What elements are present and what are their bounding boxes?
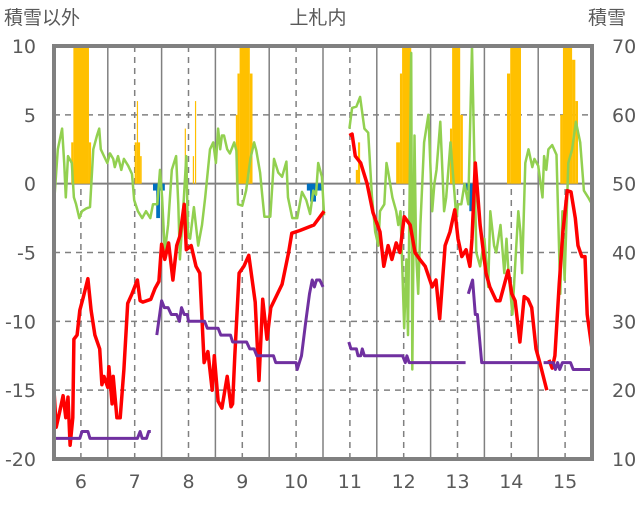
orange-bar	[506, 73, 511, 184]
orange-bar	[140, 156, 142, 184]
purple-series-line	[466, 278, 540, 365]
orange-bar	[402, 46, 412, 184]
purple-series-line	[155, 278, 325, 371]
red-series-line	[547, 188, 594, 370]
x-axis-ticks: 6 7 8 9 10 11 12 13 14 15	[75, 471, 577, 493]
orange-bar	[396, 142, 400, 184]
right-tick-label: 70	[612, 36, 636, 58]
x-tick-label: 7	[129, 471, 141, 493]
x-tick-label: 11	[338, 471, 362, 493]
orange-bar	[575, 101, 579, 184]
orange-bar	[572, 59, 576, 184]
red-series-line	[52, 202, 326, 447]
right-tick-label: 50	[612, 174, 636, 196]
left-tick-label: -5	[17, 243, 36, 265]
right-axis-title: 積雪	[588, 7, 626, 29]
x-tick-label: 13	[445, 471, 469, 493]
orange-bar	[452, 46, 461, 184]
series-lines	[52, 44, 594, 447]
right-tick-label: 20	[612, 380, 636, 402]
orange-bar	[355, 169, 358, 184]
plot-frame	[52, 44, 594, 461]
orange-bar	[510, 46, 521, 184]
x-tick-label: 9	[236, 471, 248, 493]
orange-bar	[562, 46, 573, 184]
left-tick-label: 5	[24, 105, 36, 127]
left-tick-label: 0	[24, 174, 36, 196]
orange-bar	[134, 142, 137, 184]
right-tick-label: 30	[612, 311, 636, 333]
purple-series-line	[347, 341, 466, 365]
bars	[71, 46, 579, 219]
blue-bar	[469, 183, 474, 212]
orange-bar	[560, 114, 563, 184]
left-axis-title: 積雪以外	[4, 7, 80, 29]
purple-series-line	[543, 361, 592, 371]
orange-bar	[460, 114, 463, 184]
orange-bar	[73, 46, 89, 184]
orange-bar	[237, 73, 240, 184]
orange-bar	[249, 73, 253, 184]
orange-bar	[88, 142, 92, 184]
left-tick-label: -15	[5, 380, 36, 402]
orange-bar	[192, 156, 195, 184]
left-tick-label: 10	[12, 36, 36, 58]
x-tick-label: 6	[75, 471, 87, 493]
x-tick-label: 14	[499, 471, 523, 493]
right-axis-ticks: 70 60 50 40 30 20 10	[612, 36, 636, 471]
x-tick-label: 10	[284, 471, 308, 493]
chart-title: 上札内	[289, 7, 346, 29]
x-tick-label: 15	[553, 471, 577, 493]
x-tick-label: 8	[182, 471, 194, 493]
right-tick-label: 10	[612, 449, 636, 471]
right-tick-label: 60	[612, 105, 636, 127]
left-tick-label: -10	[5, 311, 36, 333]
orange-bar	[239, 46, 250, 184]
x-tick-label: 12	[392, 471, 416, 493]
red-series-line	[348, 132, 549, 391]
left-tick-label: -20	[5, 449, 36, 471]
gridlines	[54, 46, 592, 459]
right-tick-label: 40	[612, 243, 636, 265]
orange-bar	[399, 73, 403, 184]
orange-bar	[137, 142, 141, 184]
orange-bar	[194, 101, 197, 184]
orange-bar	[136, 101, 139, 184]
left-axis-ticks: 10 5 0 -5 -10 -15 -20	[5, 36, 36, 471]
green-series-line	[52, 127, 326, 261]
purple-series-line	[54, 430, 151, 440]
green-series-line	[348, 44, 594, 371]
